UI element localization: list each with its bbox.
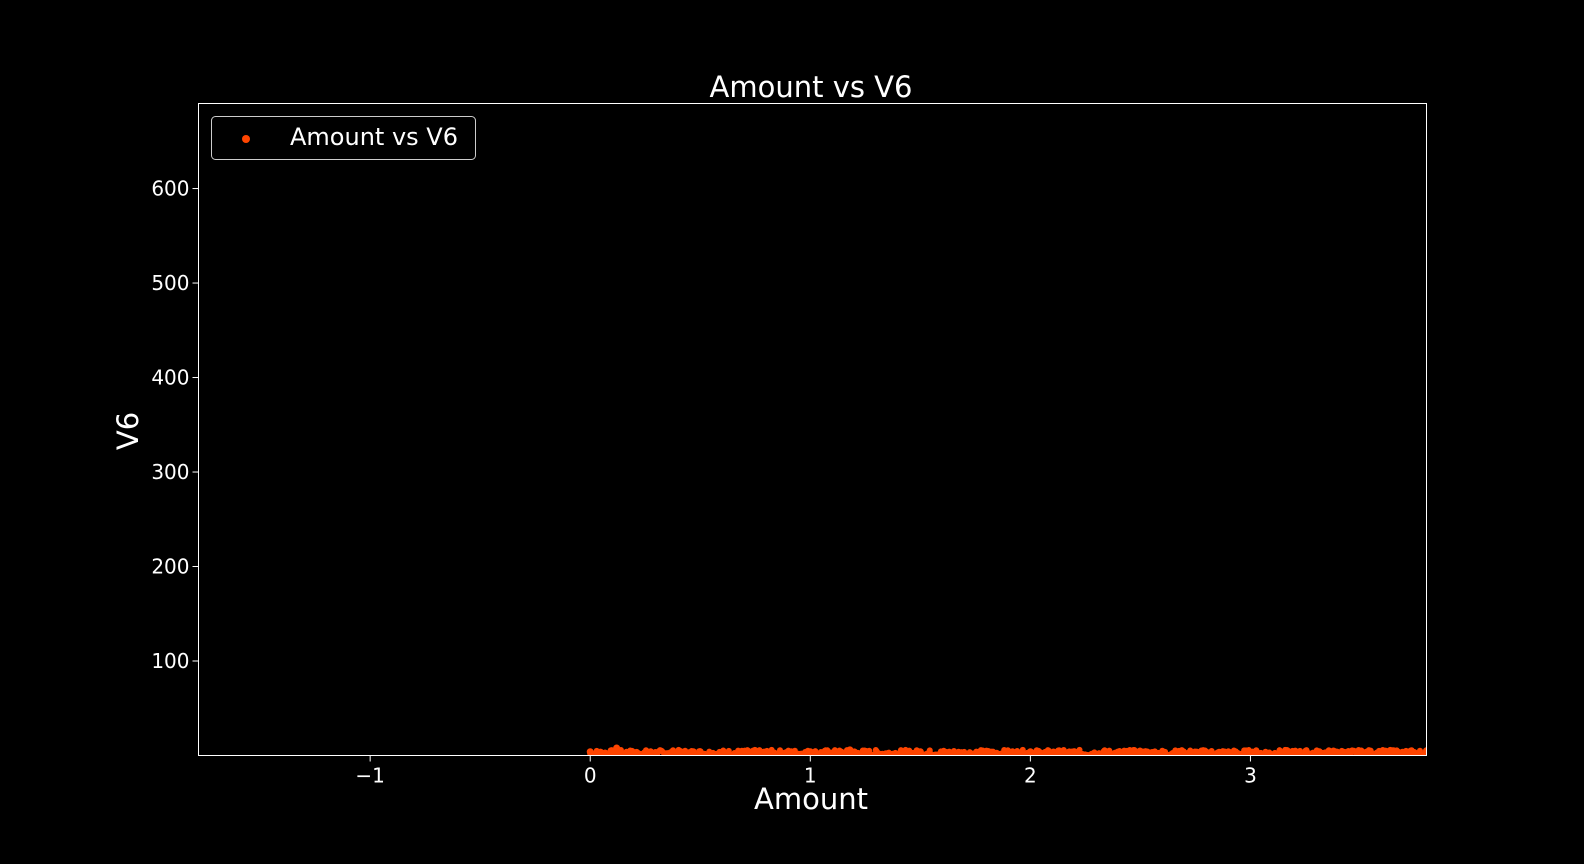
plot-area [586,744,1427,756]
y-tick-label: 100 [151,649,189,673]
scatter-point [1246,749,1254,756]
scatter-point [806,748,814,756]
scatter-point [1389,747,1397,755]
scatter-point [613,744,621,752]
scatter-point [725,747,732,754]
scatter-point [1136,749,1144,756]
plot-frame [198,103,1427,756]
x-tick-label: 1 [804,764,817,788]
scatter-point [916,748,924,756]
scatter-point [1356,748,1364,756]
y-tick-label: 600 [151,177,189,201]
chart-title: Amount vs V6 [710,70,913,104]
scatter-series-amount-vs-v6 [586,744,1427,756]
scatter-point [1070,748,1078,756]
scatter-point [586,748,594,756]
y-axis-title: V6 [111,412,145,450]
scatter-point [696,748,704,756]
axis-ticks: −1 0 1 2 3 100 200 300 400 500 600 [151,177,1256,788]
scatter-point [597,749,605,756]
y-tick-label: 500 [151,271,189,295]
x-axis-title: Amount [754,782,868,816]
legend-box [211,116,476,160]
scatter-point [1423,747,1427,755]
x-tick-label: 2 [1024,764,1037,788]
x-tick-label: 3 [1244,764,1257,788]
scatter-point [663,750,671,756]
legend-marker-amount-vs-v6 [242,135,250,143]
y-tick-label: 400 [151,366,189,390]
y-tick-label: 300 [151,460,189,484]
legend-label-amount-vs-v6: Amount vs V6 [290,123,458,151]
scatter-point [751,747,759,755]
legend: Amount vs V6 [211,116,476,160]
x-tick-label: 0 [584,764,597,788]
scatter-point [846,746,854,754]
y-tick-label: 200 [151,555,189,579]
scatter-point [1026,748,1034,756]
scatter-point [630,749,638,756]
x-tick-label: −1 [355,764,384,788]
